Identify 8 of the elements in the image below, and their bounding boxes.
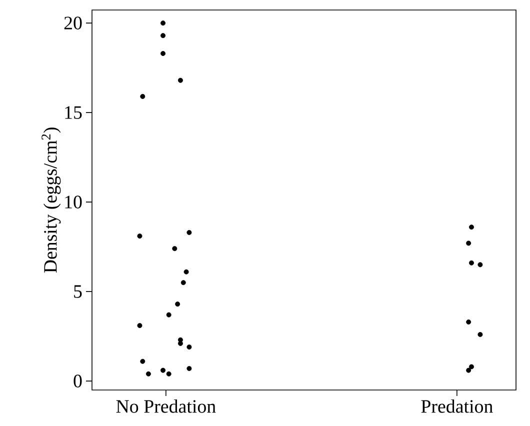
y-tick-label: 10 — [65, 196, 82, 208]
y-tick-label: 15 — [65, 106, 82, 119]
y-tick-label: 20 — [64, 16, 82, 30]
y-axis-title: Density (eggs/cm$^{2}$) — [42, 128, 61, 273]
y-tick-label: 5 — [74, 285, 82, 298]
x-tick-label: No Predation — [116, 400, 216, 413]
x-tick-label: Predation — [421, 400, 493, 413]
y-tick-label: 0 — [74, 374, 82, 388]
